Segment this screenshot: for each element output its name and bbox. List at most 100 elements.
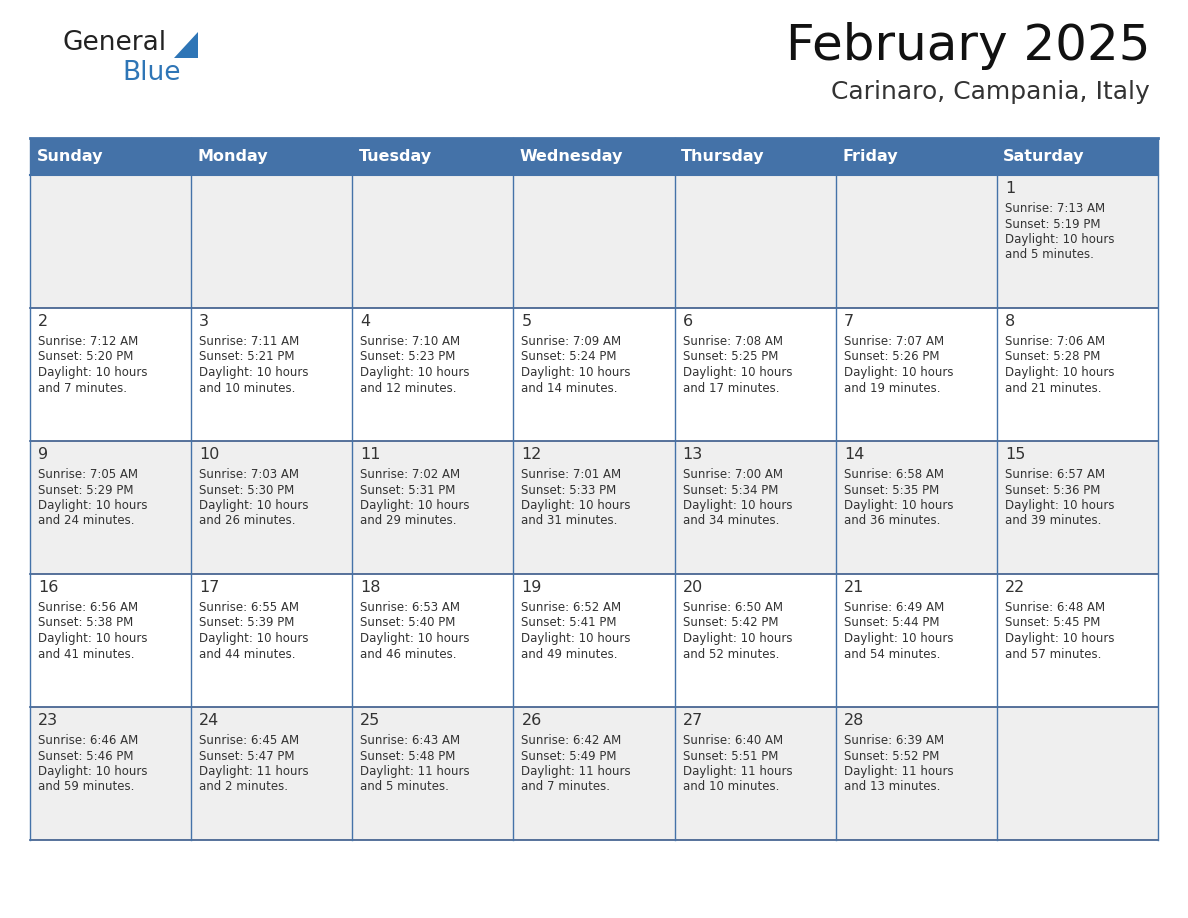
Text: Sunrise: 6:53 AM: Sunrise: 6:53 AM bbox=[360, 601, 460, 614]
Bar bbox=[30, 308, 1158, 441]
Text: Sunrise: 7:03 AM: Sunrise: 7:03 AM bbox=[200, 468, 299, 481]
Text: Sunrise: 6:48 AM: Sunrise: 6:48 AM bbox=[1005, 601, 1105, 614]
Text: Daylight: 10 hours: Daylight: 10 hours bbox=[200, 499, 309, 512]
Text: 15: 15 bbox=[1005, 447, 1025, 462]
Text: Sunrise: 6:42 AM: Sunrise: 6:42 AM bbox=[522, 734, 621, 747]
Text: and 21 minutes.: and 21 minutes. bbox=[1005, 382, 1101, 395]
Text: Daylight: 10 hours: Daylight: 10 hours bbox=[683, 366, 792, 379]
Text: Sunrise: 6:56 AM: Sunrise: 6:56 AM bbox=[38, 601, 138, 614]
Text: Monday: Monday bbox=[197, 149, 268, 164]
Text: Sunset: 5:42 PM: Sunset: 5:42 PM bbox=[683, 617, 778, 630]
Text: 27: 27 bbox=[683, 713, 703, 728]
Text: and 24 minutes.: and 24 minutes. bbox=[38, 514, 134, 528]
Text: Sunrise: 6:55 AM: Sunrise: 6:55 AM bbox=[200, 601, 299, 614]
Text: General: General bbox=[62, 30, 166, 56]
Bar bbox=[30, 574, 1158, 707]
Text: Daylight: 10 hours: Daylight: 10 hours bbox=[38, 366, 147, 379]
Text: and 31 minutes.: and 31 minutes. bbox=[522, 514, 618, 528]
Text: Sunset: 5:24 PM: Sunset: 5:24 PM bbox=[522, 351, 617, 364]
Bar bbox=[30, 175, 1158, 308]
Text: Sunset: 5:25 PM: Sunset: 5:25 PM bbox=[683, 351, 778, 364]
Text: Sunrise: 7:08 AM: Sunrise: 7:08 AM bbox=[683, 335, 783, 348]
Text: Sunset: 5:28 PM: Sunset: 5:28 PM bbox=[1005, 351, 1100, 364]
Text: Sunset: 5:20 PM: Sunset: 5:20 PM bbox=[38, 351, 133, 364]
Text: and 10 minutes.: and 10 minutes. bbox=[200, 382, 296, 395]
Text: Wednesday: Wednesday bbox=[520, 149, 624, 164]
Text: Daylight: 10 hours: Daylight: 10 hours bbox=[1005, 366, 1114, 379]
Text: and 57 minutes.: and 57 minutes. bbox=[1005, 647, 1101, 660]
Text: Daylight: 10 hours: Daylight: 10 hours bbox=[1005, 499, 1114, 512]
Text: and 12 minutes.: and 12 minutes. bbox=[360, 382, 457, 395]
Text: Sunrise: 7:00 AM: Sunrise: 7:00 AM bbox=[683, 468, 783, 481]
Bar bbox=[30, 441, 1158, 574]
Text: Thursday: Thursday bbox=[681, 149, 765, 164]
Text: Sunset: 5:35 PM: Sunset: 5:35 PM bbox=[843, 484, 939, 497]
Text: 19: 19 bbox=[522, 580, 542, 595]
Text: Daylight: 10 hours: Daylight: 10 hours bbox=[1005, 632, 1114, 645]
Text: Sunset: 5:46 PM: Sunset: 5:46 PM bbox=[38, 749, 133, 763]
Text: and 36 minutes.: and 36 minutes. bbox=[843, 514, 940, 528]
Text: Sunset: 5:26 PM: Sunset: 5:26 PM bbox=[843, 351, 940, 364]
Text: 5: 5 bbox=[522, 314, 531, 329]
Text: 23: 23 bbox=[38, 713, 58, 728]
Text: Daylight: 10 hours: Daylight: 10 hours bbox=[843, 366, 953, 379]
Text: Daylight: 11 hours: Daylight: 11 hours bbox=[843, 765, 954, 778]
Text: Carinaro, Campania, Italy: Carinaro, Campania, Italy bbox=[832, 80, 1150, 104]
Text: 17: 17 bbox=[200, 580, 220, 595]
Text: 12: 12 bbox=[522, 447, 542, 462]
Text: Sunset: 5:45 PM: Sunset: 5:45 PM bbox=[1005, 617, 1100, 630]
Text: Daylight: 10 hours: Daylight: 10 hours bbox=[38, 632, 147, 645]
Text: Daylight: 10 hours: Daylight: 10 hours bbox=[360, 632, 469, 645]
Text: 11: 11 bbox=[360, 447, 381, 462]
Text: Sunrise: 7:02 AM: Sunrise: 7:02 AM bbox=[360, 468, 461, 481]
Text: Daylight: 10 hours: Daylight: 10 hours bbox=[843, 499, 953, 512]
Text: Sunset: 5:19 PM: Sunset: 5:19 PM bbox=[1005, 218, 1100, 230]
Text: Sunset: 5:23 PM: Sunset: 5:23 PM bbox=[360, 351, 456, 364]
Text: 1: 1 bbox=[1005, 181, 1016, 196]
Polygon shape bbox=[173, 32, 198, 58]
Text: Daylight: 10 hours: Daylight: 10 hours bbox=[360, 366, 469, 379]
Text: Sunset: 5:49 PM: Sunset: 5:49 PM bbox=[522, 749, 617, 763]
Text: Sunset: 5:34 PM: Sunset: 5:34 PM bbox=[683, 484, 778, 497]
Text: Sunrise: 7:12 AM: Sunrise: 7:12 AM bbox=[38, 335, 138, 348]
Text: Sunrise: 7:07 AM: Sunrise: 7:07 AM bbox=[843, 335, 944, 348]
Text: Sunrise: 7:10 AM: Sunrise: 7:10 AM bbox=[360, 335, 461, 348]
Text: and 34 minutes.: and 34 minutes. bbox=[683, 514, 779, 528]
Text: 13: 13 bbox=[683, 447, 703, 462]
Text: Sunrise: 6:43 AM: Sunrise: 6:43 AM bbox=[360, 734, 461, 747]
Text: Sunrise: 6:40 AM: Sunrise: 6:40 AM bbox=[683, 734, 783, 747]
Text: and 5 minutes.: and 5 minutes. bbox=[1005, 249, 1094, 262]
Text: Sunrise: 6:45 AM: Sunrise: 6:45 AM bbox=[200, 734, 299, 747]
Text: and 41 minutes.: and 41 minutes. bbox=[38, 647, 134, 660]
Text: Daylight: 10 hours: Daylight: 10 hours bbox=[360, 499, 469, 512]
Text: 21: 21 bbox=[843, 580, 864, 595]
Text: Sunset: 5:21 PM: Sunset: 5:21 PM bbox=[200, 351, 295, 364]
Text: and 54 minutes.: and 54 minutes. bbox=[843, 647, 940, 660]
Text: and 14 minutes.: and 14 minutes. bbox=[522, 382, 618, 395]
Text: 28: 28 bbox=[843, 713, 864, 728]
Text: Daylight: 10 hours: Daylight: 10 hours bbox=[843, 632, 953, 645]
Text: Sunrise: 7:05 AM: Sunrise: 7:05 AM bbox=[38, 468, 138, 481]
Text: Sunrise: 7:01 AM: Sunrise: 7:01 AM bbox=[522, 468, 621, 481]
Text: 26: 26 bbox=[522, 713, 542, 728]
Text: Sunrise: 7:13 AM: Sunrise: 7:13 AM bbox=[1005, 202, 1105, 215]
Text: 18: 18 bbox=[360, 580, 381, 595]
Text: Sunrise: 6:49 AM: Sunrise: 6:49 AM bbox=[843, 601, 944, 614]
Text: 10: 10 bbox=[200, 447, 220, 462]
Text: and 7 minutes.: and 7 minutes. bbox=[38, 382, 127, 395]
Text: and 7 minutes.: and 7 minutes. bbox=[522, 780, 611, 793]
Text: Sunset: 5:51 PM: Sunset: 5:51 PM bbox=[683, 749, 778, 763]
Text: and 52 minutes.: and 52 minutes. bbox=[683, 647, 779, 660]
Text: and 13 minutes.: and 13 minutes. bbox=[843, 780, 940, 793]
Text: Daylight: 10 hours: Daylight: 10 hours bbox=[683, 632, 792, 645]
Text: Sunset: 5:36 PM: Sunset: 5:36 PM bbox=[1005, 484, 1100, 497]
Text: 2: 2 bbox=[38, 314, 49, 329]
Text: and 5 minutes.: and 5 minutes. bbox=[360, 780, 449, 793]
Text: Daylight: 10 hours: Daylight: 10 hours bbox=[38, 765, 147, 778]
Text: Sunrise: 6:46 AM: Sunrise: 6:46 AM bbox=[38, 734, 138, 747]
Text: Sunrise: 6:58 AM: Sunrise: 6:58 AM bbox=[843, 468, 943, 481]
Text: and 59 minutes.: and 59 minutes. bbox=[38, 780, 134, 793]
Text: Sunset: 5:44 PM: Sunset: 5:44 PM bbox=[843, 617, 940, 630]
Text: 22: 22 bbox=[1005, 580, 1025, 595]
Text: Sunset: 5:52 PM: Sunset: 5:52 PM bbox=[843, 749, 940, 763]
